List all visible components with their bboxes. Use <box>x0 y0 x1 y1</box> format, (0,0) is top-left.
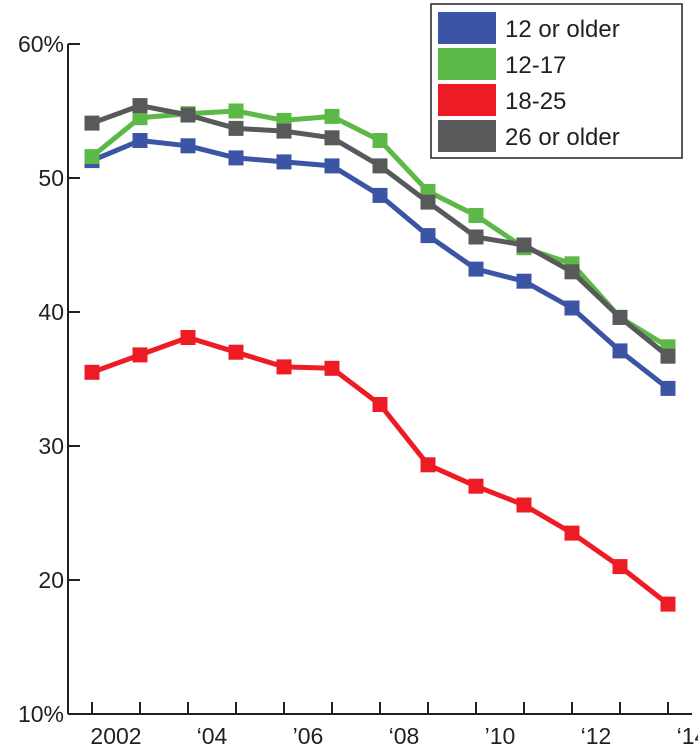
legend-swatch <box>438 84 496 116</box>
y-tick-label: 60% <box>18 31 64 57</box>
data-point <box>660 380 676 396</box>
data-point <box>612 343 628 359</box>
x-tick-label: 2002 <box>90 723 141 749</box>
data-point <box>324 158 340 174</box>
y-tick-label: 20 <box>38 567 64 593</box>
x-tick-label: ‘14 <box>677 723 698 749</box>
data-point <box>324 130 340 146</box>
legend-swatch <box>438 12 496 44</box>
data-point <box>660 596 676 612</box>
legend-label: 12 or older <box>505 16 620 43</box>
data-point <box>132 98 148 114</box>
data-point <box>372 158 388 174</box>
data-point <box>132 110 148 126</box>
y-tick-label: 30 <box>38 433 64 459</box>
x-tick-label: ‘04 <box>197 723 228 749</box>
series-line-0 <box>91 138 670 391</box>
y-tick-label: 50 <box>38 165 64 191</box>
data-point <box>516 273 532 289</box>
legend: 12 or older 12-17 18-25 26 or older <box>430 3 683 159</box>
data-point <box>276 154 292 170</box>
legend-swatch <box>438 120 496 152</box>
legend-label: 12-17 <box>505 52 566 79</box>
legend-label: 18-25 <box>505 88 566 115</box>
y-tick-label: 40 <box>38 299 64 325</box>
data-point <box>84 364 100 380</box>
x-tick-label: ‘12 <box>581 723 612 749</box>
data-point <box>228 150 244 166</box>
data-point <box>468 478 484 494</box>
data-point <box>612 559 628 575</box>
data-point <box>468 261 484 277</box>
data-point <box>132 133 148 148</box>
data-point <box>132 347 148 363</box>
data-point <box>228 344 244 360</box>
data-point <box>324 360 340 376</box>
legend-label: 26 or older <box>505 124 620 151</box>
data-point <box>180 107 196 123</box>
y-tick-label: 10% <box>18 701 64 727</box>
data-point <box>468 229 484 245</box>
data-point <box>516 497 532 513</box>
series-layer <box>84 98 676 612</box>
data-point <box>612 309 628 325</box>
data-point <box>84 115 100 131</box>
data-point <box>276 123 292 139</box>
data-point <box>564 264 580 280</box>
series-line-2 <box>91 335 670 607</box>
data-point <box>276 359 292 375</box>
data-point <box>180 330 196 345</box>
data-point <box>228 103 244 119</box>
data-point <box>84 149 100 165</box>
x-tick-label: ‘08 <box>389 723 420 749</box>
data-point <box>564 300 580 316</box>
data-point <box>420 457 436 473</box>
x-tick-label: ’10 <box>485 723 516 749</box>
data-point <box>372 133 388 148</box>
data-point <box>228 120 244 136</box>
data-point <box>660 348 676 364</box>
data-point <box>372 397 388 412</box>
legend-swatch <box>438 48 496 80</box>
data-point <box>564 525 580 541</box>
data-point <box>420 194 436 210</box>
data-point <box>372 187 388 203</box>
data-point <box>324 108 340 124</box>
data-point <box>180 138 196 154</box>
data-point <box>420 228 436 244</box>
axes-layer: 10% 20 30 40 50 60% 2002 ‘04 ’06 ‘08 ’10 ‘12 ‘14 <box>18 31 698 749</box>
x-tick-label: ’06 <box>293 723 324 749</box>
data-point <box>516 237 532 253</box>
data-point <box>468 208 484 223</box>
